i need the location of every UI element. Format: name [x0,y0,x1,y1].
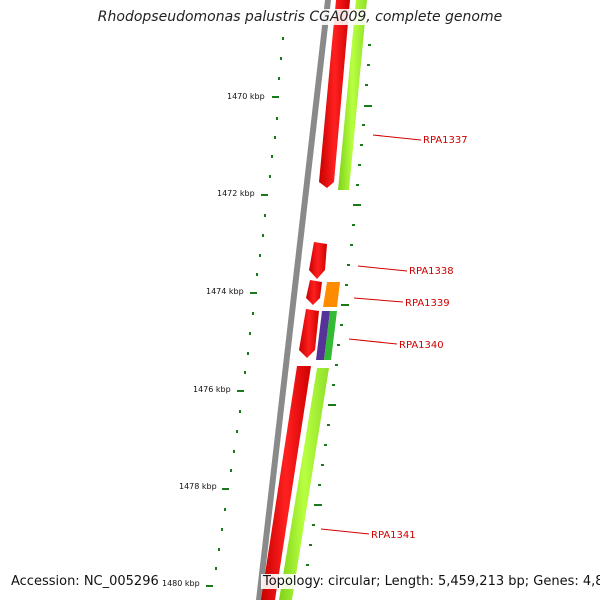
topology-label: Topology: circular; Length: 5,459,213 bp… [261,574,600,589]
gene-label-rpa1341[interactable]: RPA1341 [371,530,416,541]
scale-track [206,37,284,587]
gene-label-rpa1338[interactable]: RPA1338 [409,266,454,277]
leader-rpa1339 [353,297,404,303]
scale-label-1478: 1478 kbp [179,482,217,491]
map-title: Rhodopseudomonas palustris CGA009, compl… [0,9,600,25]
scale-label-1476: 1476 kbp [193,385,231,394]
gene-rpa1340-green[interactable] [324,311,337,360]
map-title-text: Rhodopseudomonas palustris CGA009, compl… [94,9,506,25]
scale-label-1470: 1470 kbp [227,92,265,101]
gene-label-rpa1339[interactable]: RPA1339 [405,298,450,309]
gene-label-rpa1337[interactable]: RPA1337 [423,135,468,146]
gene-rpa1340-purple[interactable] [316,311,330,360]
leader-rpa1338 [357,265,408,272]
leader-rpa1340 [348,338,398,345]
scale-label-1480: 1480 kbp [162,579,200,588]
gene-rpa1338-arrow[interactable] [309,242,327,279]
gene-lime-top-arc[interactable] [338,0,367,190]
leader-rpa1341 [320,528,370,535]
gene-rpa1339-orange[interactable] [323,282,340,307]
gene-red-mid-arrow[interactable] [299,309,319,358]
scale-label-1472: 1472 kbp [217,189,255,198]
outer-track [306,44,372,566]
gene-red-small-arrow[interactable] [306,280,322,305]
gene-rpa1341-lime-arc[interactable] [279,368,329,600]
gene-label-rpa1340[interactable]: RPA1340 [399,340,444,351]
leader-rpa1337 [372,134,422,141]
gene-rpa1337-arrow[interactable] [319,0,350,188]
backbone-arc [256,0,331,600]
scale-label-1474: 1474 kbp [206,287,244,296]
accession-label: Accession: NC_005296 [9,574,161,589]
gene-rpa1341-red-arc[interactable] [261,366,311,600]
